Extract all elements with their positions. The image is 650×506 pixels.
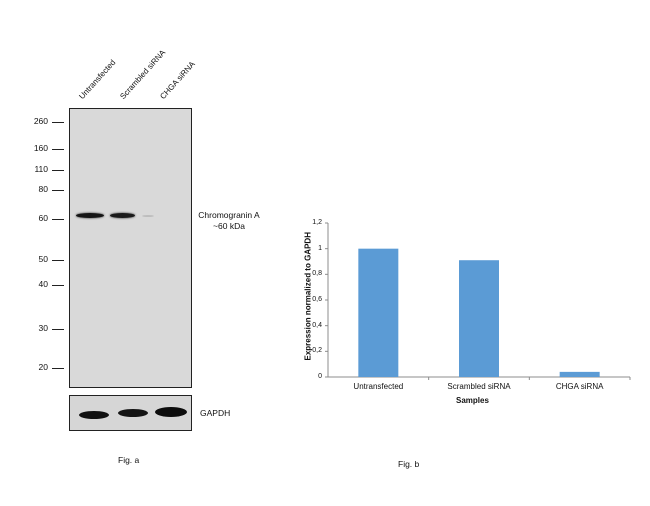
y-tick-label: 0,2 bbox=[312, 347, 322, 355]
y-tick-label: 0 bbox=[318, 373, 322, 380]
mw-tick bbox=[52, 285, 64, 286]
mw-marker-80: 80 bbox=[38, 184, 48, 194]
mw-marker-60: 60 bbox=[38, 213, 48, 223]
mw-tick bbox=[52, 170, 64, 171]
x-tick-label: Untransfected bbox=[353, 382, 404, 391]
gapdh-label: GAPDH bbox=[200, 408, 231, 418]
x-tick-label: CHGA siRNA bbox=[555, 382, 604, 391]
y-tick-label: 1 bbox=[318, 244, 322, 252]
mw-marker-50: 50 bbox=[38, 254, 48, 264]
x-tick-label: Scrambled siRNA bbox=[447, 382, 511, 391]
bar-scrambled-sirna bbox=[459, 260, 499, 377]
y-tick-label: 0,8 bbox=[312, 270, 322, 278]
mw-marker-20: 20 bbox=[38, 362, 48, 372]
gapdh-band-lane-1 bbox=[79, 411, 109, 419]
mw-marker-260: 260 bbox=[33, 116, 48, 126]
mw-marker-30: 30 bbox=[38, 323, 48, 333]
mw-marker-40: 40 bbox=[38, 279, 48, 289]
bar-untransfected bbox=[358, 248, 399, 377]
figure-label-a: Fig. a bbox=[118, 455, 140, 465]
x-axis-title: Samples bbox=[456, 396, 489, 405]
gapdh-band-lane-2 bbox=[118, 409, 148, 417]
chromogranin-band-lane-1 bbox=[76, 213, 104, 218]
mw-tick bbox=[52, 190, 64, 191]
mw-tick bbox=[52, 122, 64, 123]
bar-chga-sirna bbox=[559, 371, 600, 377]
target-label-size: ~60 kDa bbox=[213, 221, 245, 231]
chromogranin-band-lane-3 bbox=[142, 215, 154, 217]
target-label-name: Chromogranin A bbox=[198, 210, 260, 220]
mw-tick bbox=[52, 260, 64, 261]
blot-membrane-gapdh bbox=[69, 395, 192, 431]
mw-tick bbox=[52, 219, 64, 220]
target-label: Chromogranin A ~60 kDa bbox=[193, 210, 265, 232]
chromogranin-band-lane-2 bbox=[110, 213, 135, 218]
y-tick-label: 0,6 bbox=[312, 296, 322, 303]
mw-marker-160: 160 bbox=[33, 143, 48, 153]
mw-tick bbox=[52, 368, 64, 369]
mw-tick bbox=[52, 149, 64, 150]
figure-label-b: Fig. b bbox=[398, 459, 420, 469]
mw-tick bbox=[52, 329, 64, 330]
gapdh-band-lane-3 bbox=[155, 407, 187, 417]
mw-marker-110: 110 bbox=[34, 164, 48, 174]
y-tick-label: 0,4 bbox=[312, 321, 322, 329]
y-tick-label: 1,2 bbox=[312, 219, 322, 226]
blot-membrane-main bbox=[69, 108, 192, 388]
